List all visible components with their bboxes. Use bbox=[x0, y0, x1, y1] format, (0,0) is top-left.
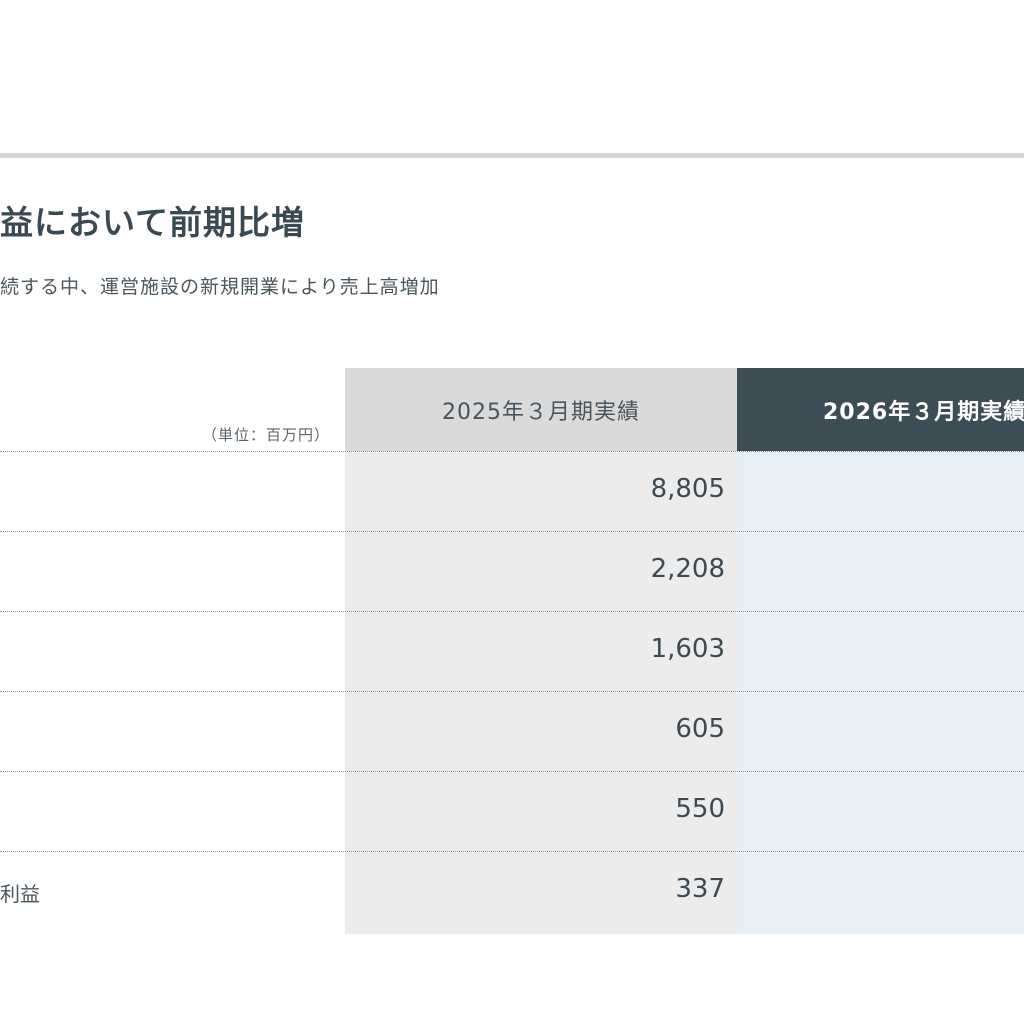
top-divider bbox=[0, 153, 1024, 158]
row-value-prev-year: 550 bbox=[675, 794, 725, 824]
column-header-current-year: 2026年３月期実績 bbox=[737, 368, 1024, 451]
column-header-current-year-label: 2026年３月期実績 bbox=[823, 399, 1024, 425]
financial-table: 8,805 2,208 1,603 605 550 利益 337 bbox=[0, 451, 1024, 931]
page-subtitle: 続する中、運営施設の新規開業により売上高増加 bbox=[0, 276, 440, 298]
table-row: 1,603 bbox=[0, 611, 1024, 691]
table-row: 550 bbox=[0, 771, 1024, 851]
table-row: 利益 337 bbox=[0, 851, 1024, 931]
row-value-prev-year: 605 bbox=[675, 714, 725, 744]
prev-year-column-background bbox=[345, 368, 737, 934]
table-row: 605 bbox=[0, 691, 1024, 771]
row-value-prev-year: 2,208 bbox=[650, 554, 725, 584]
table-row: 2,208 bbox=[0, 531, 1024, 611]
row-value-prev-year: 1,603 bbox=[650, 634, 725, 664]
page-title: 益において前期比増 bbox=[0, 203, 306, 242]
row-value-prev-year: 337 bbox=[675, 874, 725, 904]
row-label: 利益 bbox=[0, 882, 40, 906]
row-value-prev-year: 8,805 bbox=[650, 474, 725, 504]
table-row: 8,805 bbox=[0, 451, 1024, 531]
column-header-prev-year: 2025年３月期実績 bbox=[345, 368, 737, 451]
unit-label: （単位：百万円） bbox=[201, 426, 330, 444]
column-header-prev-year-label: 2025年３月期実績 bbox=[442, 399, 640, 425]
